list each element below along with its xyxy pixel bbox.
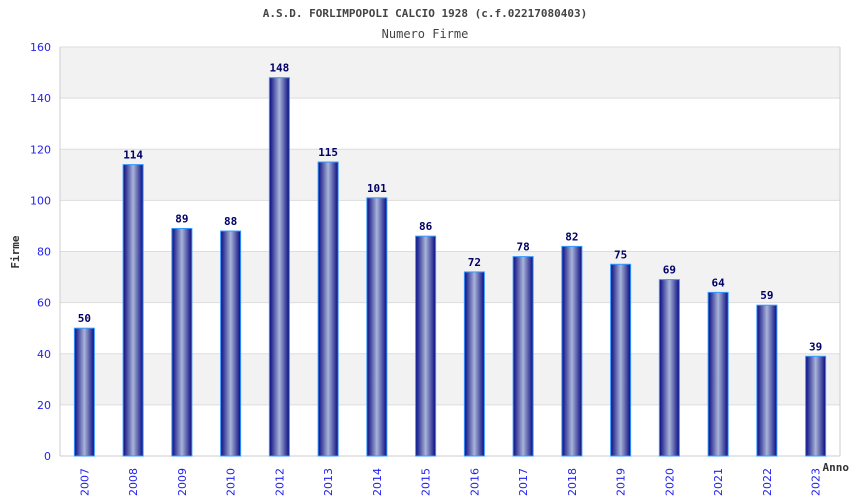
x-tick-label: 2018 bbox=[566, 468, 579, 496]
bar bbox=[220, 230, 242, 457]
y-tick-label: 20 bbox=[37, 399, 51, 412]
x-axis-label: Anno bbox=[823, 461, 850, 474]
x-tick-label: 2007 bbox=[78, 468, 91, 496]
grid-band bbox=[60, 47, 840, 99]
x-tick-label: 2023 bbox=[810, 468, 823, 496]
y-tick-label: 60 bbox=[37, 297, 51, 310]
bar-value-label: 78 bbox=[517, 241, 530, 254]
bar-value-label: 59 bbox=[760, 289, 773, 302]
bar bbox=[366, 197, 388, 457]
bar bbox=[610, 263, 632, 457]
bar bbox=[268, 77, 290, 457]
bar-value-label: 64 bbox=[712, 276, 726, 289]
bar bbox=[73, 327, 95, 457]
bar-value-label: 88 bbox=[224, 215, 237, 228]
bar-value-label: 50 bbox=[78, 312, 91, 325]
grid-band bbox=[60, 149, 840, 201]
y-tick-label: 40 bbox=[37, 348, 51, 361]
bar bbox=[561, 245, 583, 457]
x-tick-label: 2014 bbox=[371, 468, 384, 496]
bar-value-label: 89 bbox=[175, 212, 188, 225]
y-tick-label: 140 bbox=[30, 92, 51, 105]
x-tick-label: 2013 bbox=[322, 468, 335, 496]
bar bbox=[805, 355, 827, 457]
bar-value-label: 114 bbox=[123, 149, 143, 162]
y-tick-label: 120 bbox=[30, 143, 51, 156]
x-tick-label: 2008 bbox=[127, 468, 140, 496]
bar-value-label: 72 bbox=[468, 256, 481, 269]
chart-title: A.S.D. FORLIMPOPOLI CALCIO 1928 (c.f.022… bbox=[263, 7, 588, 20]
bar bbox=[171, 227, 193, 457]
bar bbox=[756, 304, 778, 457]
y-tick-label: 100 bbox=[30, 194, 51, 207]
bar bbox=[415, 235, 437, 457]
y-tick-label: 0 bbox=[44, 450, 51, 463]
bar-value-label: 39 bbox=[809, 340, 822, 353]
bar bbox=[658, 279, 680, 457]
bar bbox=[707, 291, 729, 457]
x-tick-label: 2010 bbox=[225, 468, 238, 496]
x-tick-label: 2015 bbox=[420, 468, 433, 496]
x-tick-label: 2009 bbox=[176, 468, 189, 496]
x-tick-label: 2020 bbox=[663, 468, 676, 496]
x-tick-label: 2021 bbox=[712, 468, 725, 496]
y-tick-label: 80 bbox=[37, 246, 51, 259]
bar bbox=[122, 164, 144, 457]
x-tick-label: 2016 bbox=[468, 468, 481, 496]
x-tick-label: 2012 bbox=[273, 468, 286, 496]
x-tick-label: 2019 bbox=[615, 468, 628, 496]
bar-value-label: 148 bbox=[269, 62, 289, 75]
bar bbox=[512, 256, 534, 457]
x-tick-label: 2017 bbox=[517, 468, 530, 496]
y-axis-label: Firme bbox=[9, 235, 22, 268]
bar-value-label: 101 bbox=[367, 182, 387, 195]
bar-value-label: 115 bbox=[318, 146, 338, 159]
bar-value-label: 69 bbox=[663, 264, 676, 277]
bar-value-label: 75 bbox=[614, 248, 627, 261]
bar-value-label: 82 bbox=[565, 230, 578, 243]
bar bbox=[317, 161, 339, 457]
y-tick-label: 160 bbox=[30, 41, 51, 54]
bar-value-label: 86 bbox=[419, 220, 433, 233]
bar bbox=[463, 271, 485, 457]
chart-subtitle: Numero Firme bbox=[382, 27, 469, 41]
x-tick-label: 2022 bbox=[761, 468, 774, 496]
